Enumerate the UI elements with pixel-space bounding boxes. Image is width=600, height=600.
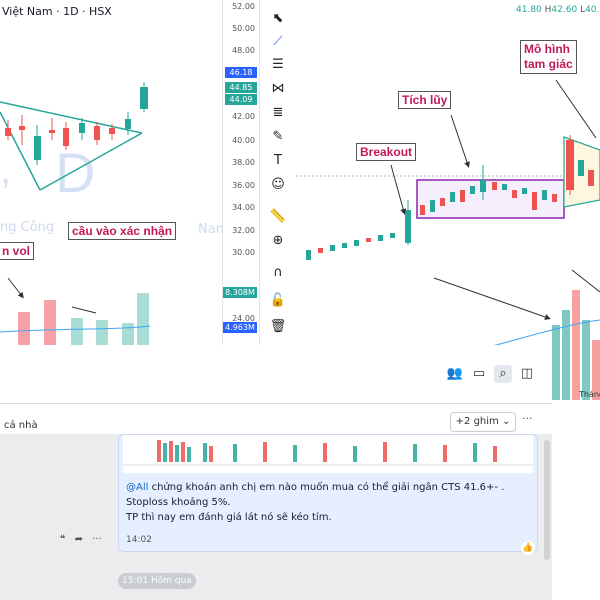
video-icon[interactable]: ▭ [472, 366, 486, 381]
volume-ma-box: 4.963M [223, 322, 257, 333]
like-icon[interactable]: 👍 [521, 541, 535, 555]
message-line-2: Stoploss khoảng 5%. [126, 497, 231, 508]
annotation-vol: n vol [0, 242, 35, 260]
trendline-icon[interactable]: ⟋ [273, 34, 283, 49]
chat-subbar: cả nhà +2 ghim ⌄ ··· [0, 404, 552, 435]
y-tick: 24.00 [232, 314, 255, 323]
price-box-last: 46.18 [225, 67, 257, 78]
pattern-icon[interactable]: ⋈ [271, 81, 285, 96]
y-tick: 40.00 [232, 136, 255, 145]
right-price-chart[interactable]: 41.80 H42.60 L40.80 [296, 0, 600, 400]
ohlc-low: 40.80 [585, 5, 600, 15]
y-tick: 34.00 [232, 203, 255, 212]
quote-icon[interactable]: ❝ [60, 534, 66, 545]
volume-box: 8.308M [223, 287, 257, 298]
message-line-3: TP thì nay em đánh giá lát nó sẽ kéo tím… [126, 512, 332, 523]
message-actions: ❝ ➦ ··· [60, 534, 102, 545]
annotation-breakout: Breakout [356, 143, 417, 161]
more-actions-icon[interactable]: ··· [92, 534, 102, 545]
magnet-icon[interactable]: ∩ [273, 265, 283, 280]
ohlc-high: 42.60 [551, 5, 578, 15]
left-candles-svg [0, 82, 151, 345]
forward-icon[interactable]: ➦ [74, 534, 83, 545]
watermark-name: ng Công [0, 220, 55, 235]
price-box-high: 44.85 [225, 82, 257, 93]
triangle-label-line1: Mô hình [524, 42, 570, 56]
trash-icon[interactable]: 🗑 [269, 319, 287, 334]
cursor-icon[interactable]: ⬉ [272, 11, 284, 26]
ohlc-readout: 41.80 H42.60 L40.80 [516, 5, 600, 15]
y-tick: 48.00 [232, 46, 255, 55]
chat-scrollbar[interactable] [544, 440, 550, 560]
message-line-1: chứng khoán anh chị em nào muốn mua có t… [148, 482, 505, 493]
triangle-left-line [0, 111, 41, 191]
triangle-upper-line [0, 101, 143, 134]
chart-header: Việt Nam · 1D · HSX [2, 5, 112, 18]
ohlc-open: 41.80 [516, 5, 542, 15]
subbar-text: cả nhà [4, 420, 38, 431]
watermark-interval: D [55, 141, 96, 204]
annotation-accumulation: Tích lũy [398, 91, 452, 109]
sidebar-icon[interactable]: ◫ [520, 366, 534, 381]
mention-all[interactable]: @All [126, 482, 149, 493]
more-icon[interactable]: ··· [522, 412, 533, 425]
message-time: 14:02 [126, 535, 152, 545]
triangle-label-line2: tam giác [524, 57, 573, 71]
watermark-suffix: Nam [198, 222, 229, 237]
y-tick: 36.00 [232, 181, 255, 190]
message-bubble[interactable] [118, 434, 538, 552]
chat-header: 👥 ▭ ⌕ ◫ [0, 345, 552, 404]
attached-chart-thumbnail[interactable] [123, 435, 533, 473]
right-candles [306, 135, 594, 260]
lock-icon[interactable]: 🔓 [269, 293, 287, 308]
pin-label: +2 ghim [455, 416, 499, 427]
left-candles [5, 82, 148, 165]
user-add-icon[interactable]: 👥 [446, 366, 464, 381]
pin-button[interactable]: +2 ghim ⌄ [450, 412, 516, 432]
message-text: @All chứng khoán anh chị em nào muốn mua… [126, 480, 531, 548]
annotation-triangle: Mô hình tam giác [520, 40, 577, 74]
left-volume [18, 293, 149, 345]
ruler-icon[interactable]: 📏 [269, 209, 287, 224]
search-icon[interactable]: ⌕ [494, 365, 512, 383]
right-candles-svg [296, 79, 600, 400]
parallel-lines-icon[interactable]: ☰ [272, 57, 284, 72]
y-tick: 30.00 [232, 248, 255, 257]
zoom-in-icon[interactable]: ⊕ [272, 233, 284, 248]
y-tick: 42.00 [232, 112, 255, 121]
y-tick: 38.00 [232, 158, 255, 167]
ohlc-l-label: L [580, 5, 586, 15]
price-box-low: 44.09 [225, 94, 257, 105]
drawing-toolbar: ⬉ ⟋ ☰ ⋈ ≣ ✎ T ☺ 📏 ⊕ ∩ 🔓 🗑 [259, 0, 297, 345]
accumulation-box [416, 179, 565, 219]
y-tick: 32.00 [232, 226, 255, 235]
right-volume [552, 290, 600, 400]
emoji-icon[interactable]: ☺ [271, 177, 285, 192]
y-tick: 52.00 [232, 2, 255, 11]
x-axis-label: Tháng [579, 390, 600, 399]
ohlc-h-label: H [544, 5, 552, 15]
y-tick: 50.00 [232, 24, 255, 33]
time-divider: 15:01 Hôm qua [118, 573, 196, 589]
text-icon[interactable]: T [274, 153, 282, 168]
triangle-lower-line [39, 132, 143, 191]
annotation-confirm: cầu vào xác nhận [68, 222, 177, 240]
brush-icon[interactable]: ✎ [272, 129, 284, 144]
watermark-fragment: , [0, 148, 12, 192]
left-price-axis[interactable]: 52.00 50.00 48.00 42.00 40.00 38.00 36.0… [222, 0, 259, 345]
fib-icon[interactable]: ≣ [272, 105, 284, 120]
left-price-chart[interactable]: Việt Nam · 1D · HSX D , ng Công Nam [0, 0, 258, 345]
